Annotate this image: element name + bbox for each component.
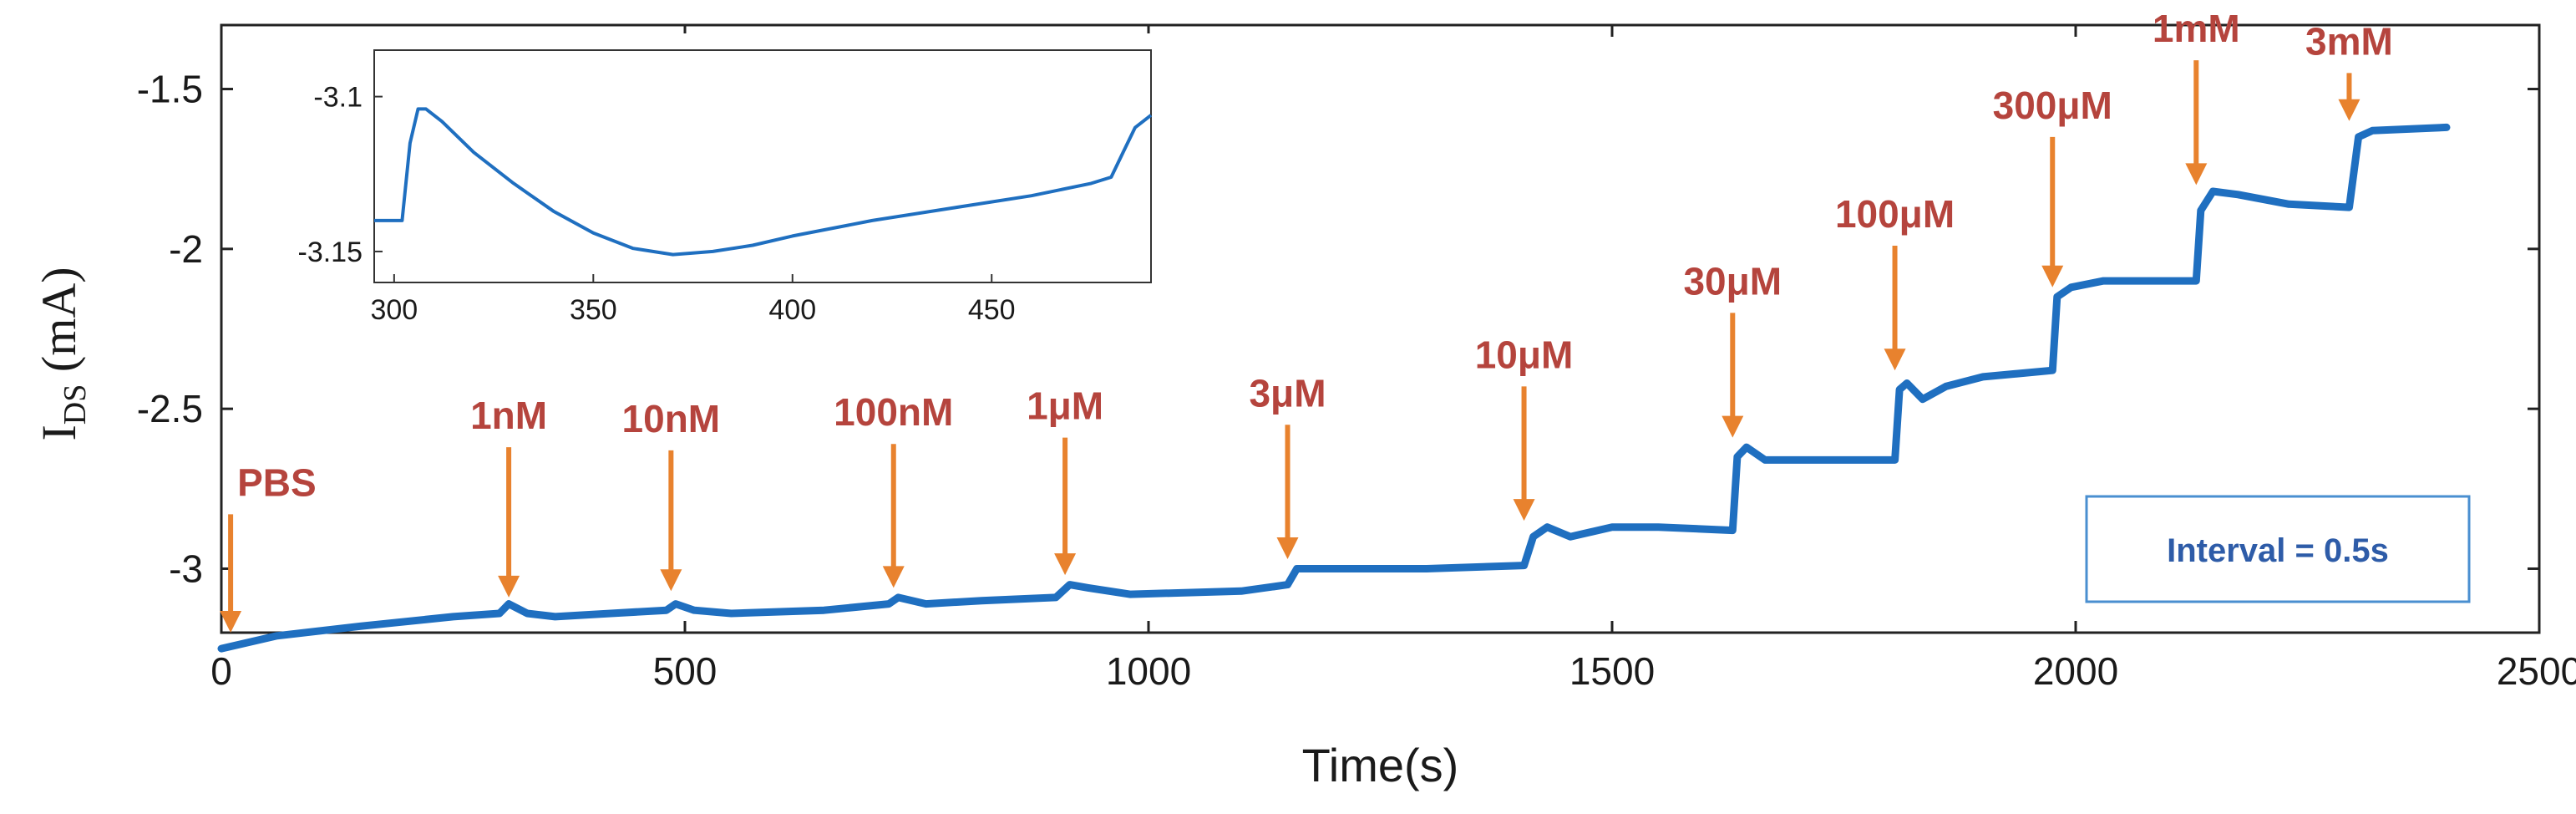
interval-note-text: Interval = 0.5s xyxy=(2167,532,2389,569)
annotation-100nm: 100nM xyxy=(834,390,953,588)
annotation-30m: 30μM xyxy=(1683,259,1782,438)
series-line xyxy=(217,123,2451,653)
x-tick-label: 1500 xyxy=(1569,649,1655,693)
y-tick-label: -1.5 xyxy=(137,68,203,111)
annotation-1nm: 1nM xyxy=(470,394,547,598)
annotation-arrow-head xyxy=(2185,163,2208,186)
inset-series-line xyxy=(374,107,1153,257)
annotation-label: PBS xyxy=(237,460,317,504)
annotation-label: 100μM xyxy=(1835,192,1955,236)
annotation-arrow-head xyxy=(1276,537,1299,559)
annotation-label: 1nM xyxy=(470,394,547,437)
x-tick-label: 2500 xyxy=(2497,649,2576,693)
annotation-arrow-head xyxy=(2041,265,2064,287)
annotation-label: 3mM xyxy=(2305,19,2393,63)
annotation-label: 10nM xyxy=(622,397,721,440)
annotation-label: 30μM xyxy=(1683,259,1782,303)
annotation-pbs: PBS xyxy=(220,460,317,633)
annotation-label: 300μM xyxy=(1993,84,2112,127)
annotation-arrow-head xyxy=(498,575,520,598)
inset-x-tick-label: 350 xyxy=(570,294,617,326)
annotation-100m: 100μM xyxy=(1835,192,1955,371)
annotation-arrow-head xyxy=(220,611,242,633)
inset-y-tick-label: -3.1 xyxy=(313,82,363,114)
annotation-label: 100nM xyxy=(834,390,953,434)
x-axis-title: Time(s) xyxy=(1302,739,1459,791)
annotation-10nm: 10nM xyxy=(622,397,721,592)
y-axis-title: IDS (mA) xyxy=(32,267,93,440)
annotation-10m: 10μM xyxy=(1475,333,1574,521)
annotation-arrow-head xyxy=(1054,553,1077,576)
y-axis-title-subscript: DS xyxy=(58,384,93,425)
main-x-ticks: 0 500 1000 1500 2000 2500 xyxy=(210,25,2576,693)
main-axes-frame xyxy=(220,23,2541,634)
interval-note: Interval = 0.5s xyxy=(2085,495,2471,603)
interval-note-box xyxy=(2085,495,2471,603)
annotation-label: 3μM xyxy=(1249,371,1326,415)
y-tick-label: -2 xyxy=(169,227,203,271)
x-tick-label: 2000 xyxy=(2033,649,2118,693)
inset-plot: 300 350 400 450 -3.1 -3.15 xyxy=(251,33,1165,351)
x-tick-label: 0 xyxy=(210,649,232,693)
annotation-1m: 1μM xyxy=(1027,384,1103,576)
annotation-label: 10μM xyxy=(1475,333,1574,376)
annotation-label: 1μM xyxy=(1027,384,1103,428)
annotation-arrow-head xyxy=(660,569,682,592)
inset-x-tick-label: 450 xyxy=(968,294,1016,326)
x-tick-label: 500 xyxy=(653,649,718,693)
x-tick-label: 1000 xyxy=(1106,649,1191,693)
annotation-arrow-head xyxy=(2338,99,2360,121)
annotation-arrow-head xyxy=(1722,415,1744,438)
main-y-ticks: -3 -2.5 -2 -1.5 xyxy=(137,68,2539,590)
y-axis-title-main: I xyxy=(32,425,86,440)
annotation-arrow-head xyxy=(882,566,905,588)
concentration-annotations: PBS 1nM 10nM 100nM 1μM 3μM 10μM 30μM 100μM 300μM 1… xyxy=(220,7,2393,633)
y-tick-label: -3 xyxy=(169,547,203,590)
annotation-arrow-head xyxy=(1884,348,1906,371)
y-axis-title-unit: (mA) xyxy=(32,267,86,384)
inset-background xyxy=(251,33,1165,351)
annotation-label: 1mM xyxy=(2153,7,2240,50)
main-plot-area: 0 500 1000 1500 2000 2500 -3 -2.5 -2 -1.5 PBS 1nM… xyxy=(137,7,2576,693)
inset-x-tick-label: 400 xyxy=(768,294,816,326)
inset-y-tick-label: -3.15 xyxy=(298,237,363,268)
inset-x-tick-label: 300 xyxy=(370,294,418,326)
inset-y-ticks: -3.1 -3.15 xyxy=(298,82,383,268)
inset-x-ticks: 300 350 400 450 xyxy=(370,274,1016,326)
annotation-arrow-head xyxy=(1513,499,1535,521)
annotation-3mm: 3mM xyxy=(2305,19,2393,121)
annotation-1mm: 1mM xyxy=(2153,7,2240,186)
annotation-300m: 300μM xyxy=(1993,84,2112,287)
annotation-3m: 3μM xyxy=(1249,371,1326,559)
y-tick-label: -2.5 xyxy=(137,387,203,430)
inset-axes-frame xyxy=(373,49,1152,283)
